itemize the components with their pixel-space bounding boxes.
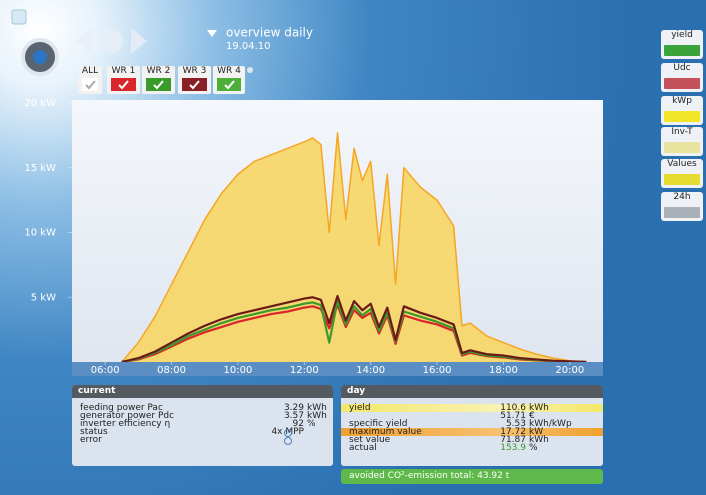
swatch bbox=[664, 207, 700, 218]
row-unit: % bbox=[307, 420, 316, 428]
menu-icon[interactable] bbox=[12, 10, 26, 24]
check bbox=[146, 78, 171, 91]
panel-title: current bbox=[72, 385, 333, 398]
button-label: kWp bbox=[672, 96, 692, 106]
x-tick-label: 16:00 bbox=[423, 365, 452, 376]
y-tick-label: 5 kW bbox=[31, 292, 56, 303]
inverter-button[interactable]: ALL bbox=[78, 66, 102, 94]
info-icon[interactable] bbox=[284, 437, 292, 445]
x-tick-label: 20:00 bbox=[555, 365, 584, 376]
side-button[interactable]: Inv-T bbox=[661, 127, 703, 156]
next-arrow[interactable] bbox=[131, 28, 147, 54]
x-tick-label: 18:00 bbox=[489, 365, 518, 376]
side-button[interactable]: kWp bbox=[661, 96, 703, 125]
button-label: Inv-T bbox=[671, 127, 692, 137]
swatch bbox=[664, 111, 700, 122]
button-label: WR 4 bbox=[217, 66, 241, 76]
camera-lens bbox=[33, 50, 47, 64]
row-label: error bbox=[80, 436, 102, 444]
panel-title: day bbox=[341, 385, 603, 398]
prev-arrow[interactable] bbox=[76, 28, 92, 54]
inverter-button[interactable]: WR 4 bbox=[213, 66, 245, 94]
side-button[interactable]: Udc bbox=[661, 63, 703, 92]
inverter-button[interactable]: WR 2 bbox=[142, 66, 175, 94]
x-tick-label: 14:00 bbox=[356, 365, 385, 376]
x-tick-label: 12:00 bbox=[290, 365, 319, 376]
button-label: yield bbox=[671, 30, 693, 40]
x-tick-label: 10:00 bbox=[224, 365, 253, 376]
dropdown-arrow[interactable] bbox=[207, 30, 217, 37]
row: actual 153.9% bbox=[341, 444, 603, 452]
rows: yield110.6kWh51.71€specific yield5.53kWh… bbox=[341, 398, 603, 452]
y-tick-label: 20 kW bbox=[24, 98, 56, 109]
y-tick-label: 15 kW bbox=[24, 163, 56, 174]
row: error bbox=[72, 436, 333, 444]
button-label: ALL bbox=[82, 66, 98, 76]
button-label: Values bbox=[667, 159, 696, 169]
swatch bbox=[664, 78, 700, 89]
swatch bbox=[664, 45, 700, 56]
view-date: 19.04.10 bbox=[226, 41, 271, 52]
button-label: WR 1 bbox=[112, 66, 136, 76]
row-label: yield bbox=[349, 404, 371, 412]
swatch bbox=[664, 142, 700, 153]
swatch bbox=[664, 174, 700, 185]
inverter-button[interactable]: WR 1 bbox=[107, 66, 140, 94]
check bbox=[182, 78, 207, 91]
y-tick-label: 10 kW bbox=[24, 228, 56, 239]
settings-dot[interactable] bbox=[247, 67, 253, 73]
check bbox=[111, 78, 136, 91]
check bbox=[82, 78, 98, 91]
button-label: WR 3 bbox=[183, 66, 207, 76]
side-button[interactable]: yield bbox=[661, 30, 703, 59]
button-label: 24h bbox=[673, 192, 690, 202]
side-button[interactable]: Values bbox=[661, 159, 703, 188]
row-unit: % bbox=[529, 444, 538, 452]
x-axis-band bbox=[72, 362, 603, 376]
inverter-button[interactable]: WR 3 bbox=[178, 66, 211, 94]
search-button[interactable] bbox=[99, 29, 123, 53]
x-tick-label: 08:00 bbox=[157, 365, 186, 376]
row-value: 153.9 bbox=[500, 444, 526, 452]
button-label: WR 2 bbox=[147, 66, 171, 76]
x-tick-label: 06:00 bbox=[91, 365, 120, 376]
co2-bar: avoided CO²-emission total: 43.92 t bbox=[341, 469, 603, 484]
page: overview daily 19.04.10 5 kW 10 kW 15 kW 20… bbox=[0, 0, 706, 495]
row-label: actual bbox=[349, 444, 377, 452]
side-button[interactable]: 24h bbox=[661, 192, 703, 221]
check bbox=[217, 78, 241, 91]
view-title[interactable]: overview daily bbox=[226, 26, 313, 40]
button-label: Udc bbox=[673, 63, 690, 73]
